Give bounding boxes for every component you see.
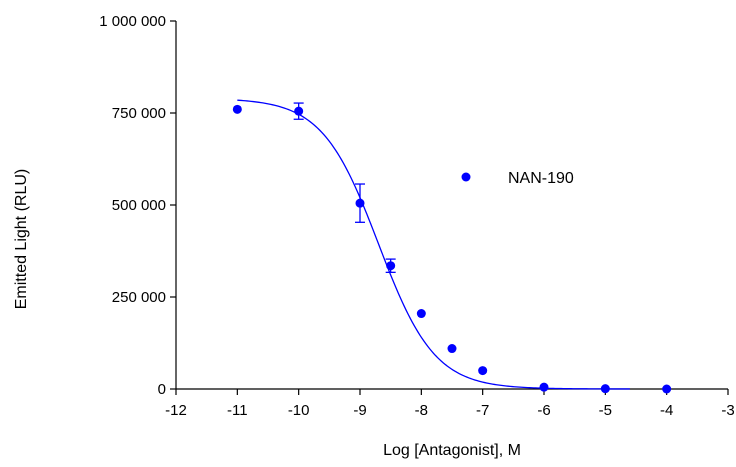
y-tick-label: 750 000 [112,105,166,122]
x-tick-label: -5 [599,402,612,419]
plot-area: -12 -11 -10 -9 -8 -7 -6 -5 -4 -3 0 250 000 500 000 75… [99,13,734,419]
y-tick-label: 500 000 [112,197,166,214]
y-tick-label: 250 000 [112,289,166,306]
data-point [478,366,488,376]
x-tick-label: -12 [165,402,187,419]
x-axis-title: Log [Antagonist], M [383,442,521,459]
x-tick-label: -6 [537,402,550,419]
data-point [386,261,396,271]
fit-curve [237,99,630,390]
x-tick-label: -4 [660,402,673,419]
data-point [355,198,365,208]
y-axis-title: Emitted Light (RLU) [13,169,30,310]
data-point [416,309,426,319]
data-point [600,384,610,394]
data-point [662,384,672,394]
legend-label: NAN-190 [508,170,574,187]
x-tick-label: -7 [476,402,489,419]
legend-marker [461,172,471,182]
x-tick-label: -8 [415,402,428,419]
x-tick-label: -10 [288,402,310,419]
data-point [539,382,549,392]
x-tick-label: -11 [227,402,248,419]
data-point [232,104,242,114]
x-tick-label: -3 [721,402,734,419]
data-point [447,344,457,354]
y-tick-label: 1 000 000 [99,13,166,30]
y-tick-label: 0 [158,381,166,398]
x-tick-label: -9 [353,402,366,419]
data-point [294,106,304,116]
